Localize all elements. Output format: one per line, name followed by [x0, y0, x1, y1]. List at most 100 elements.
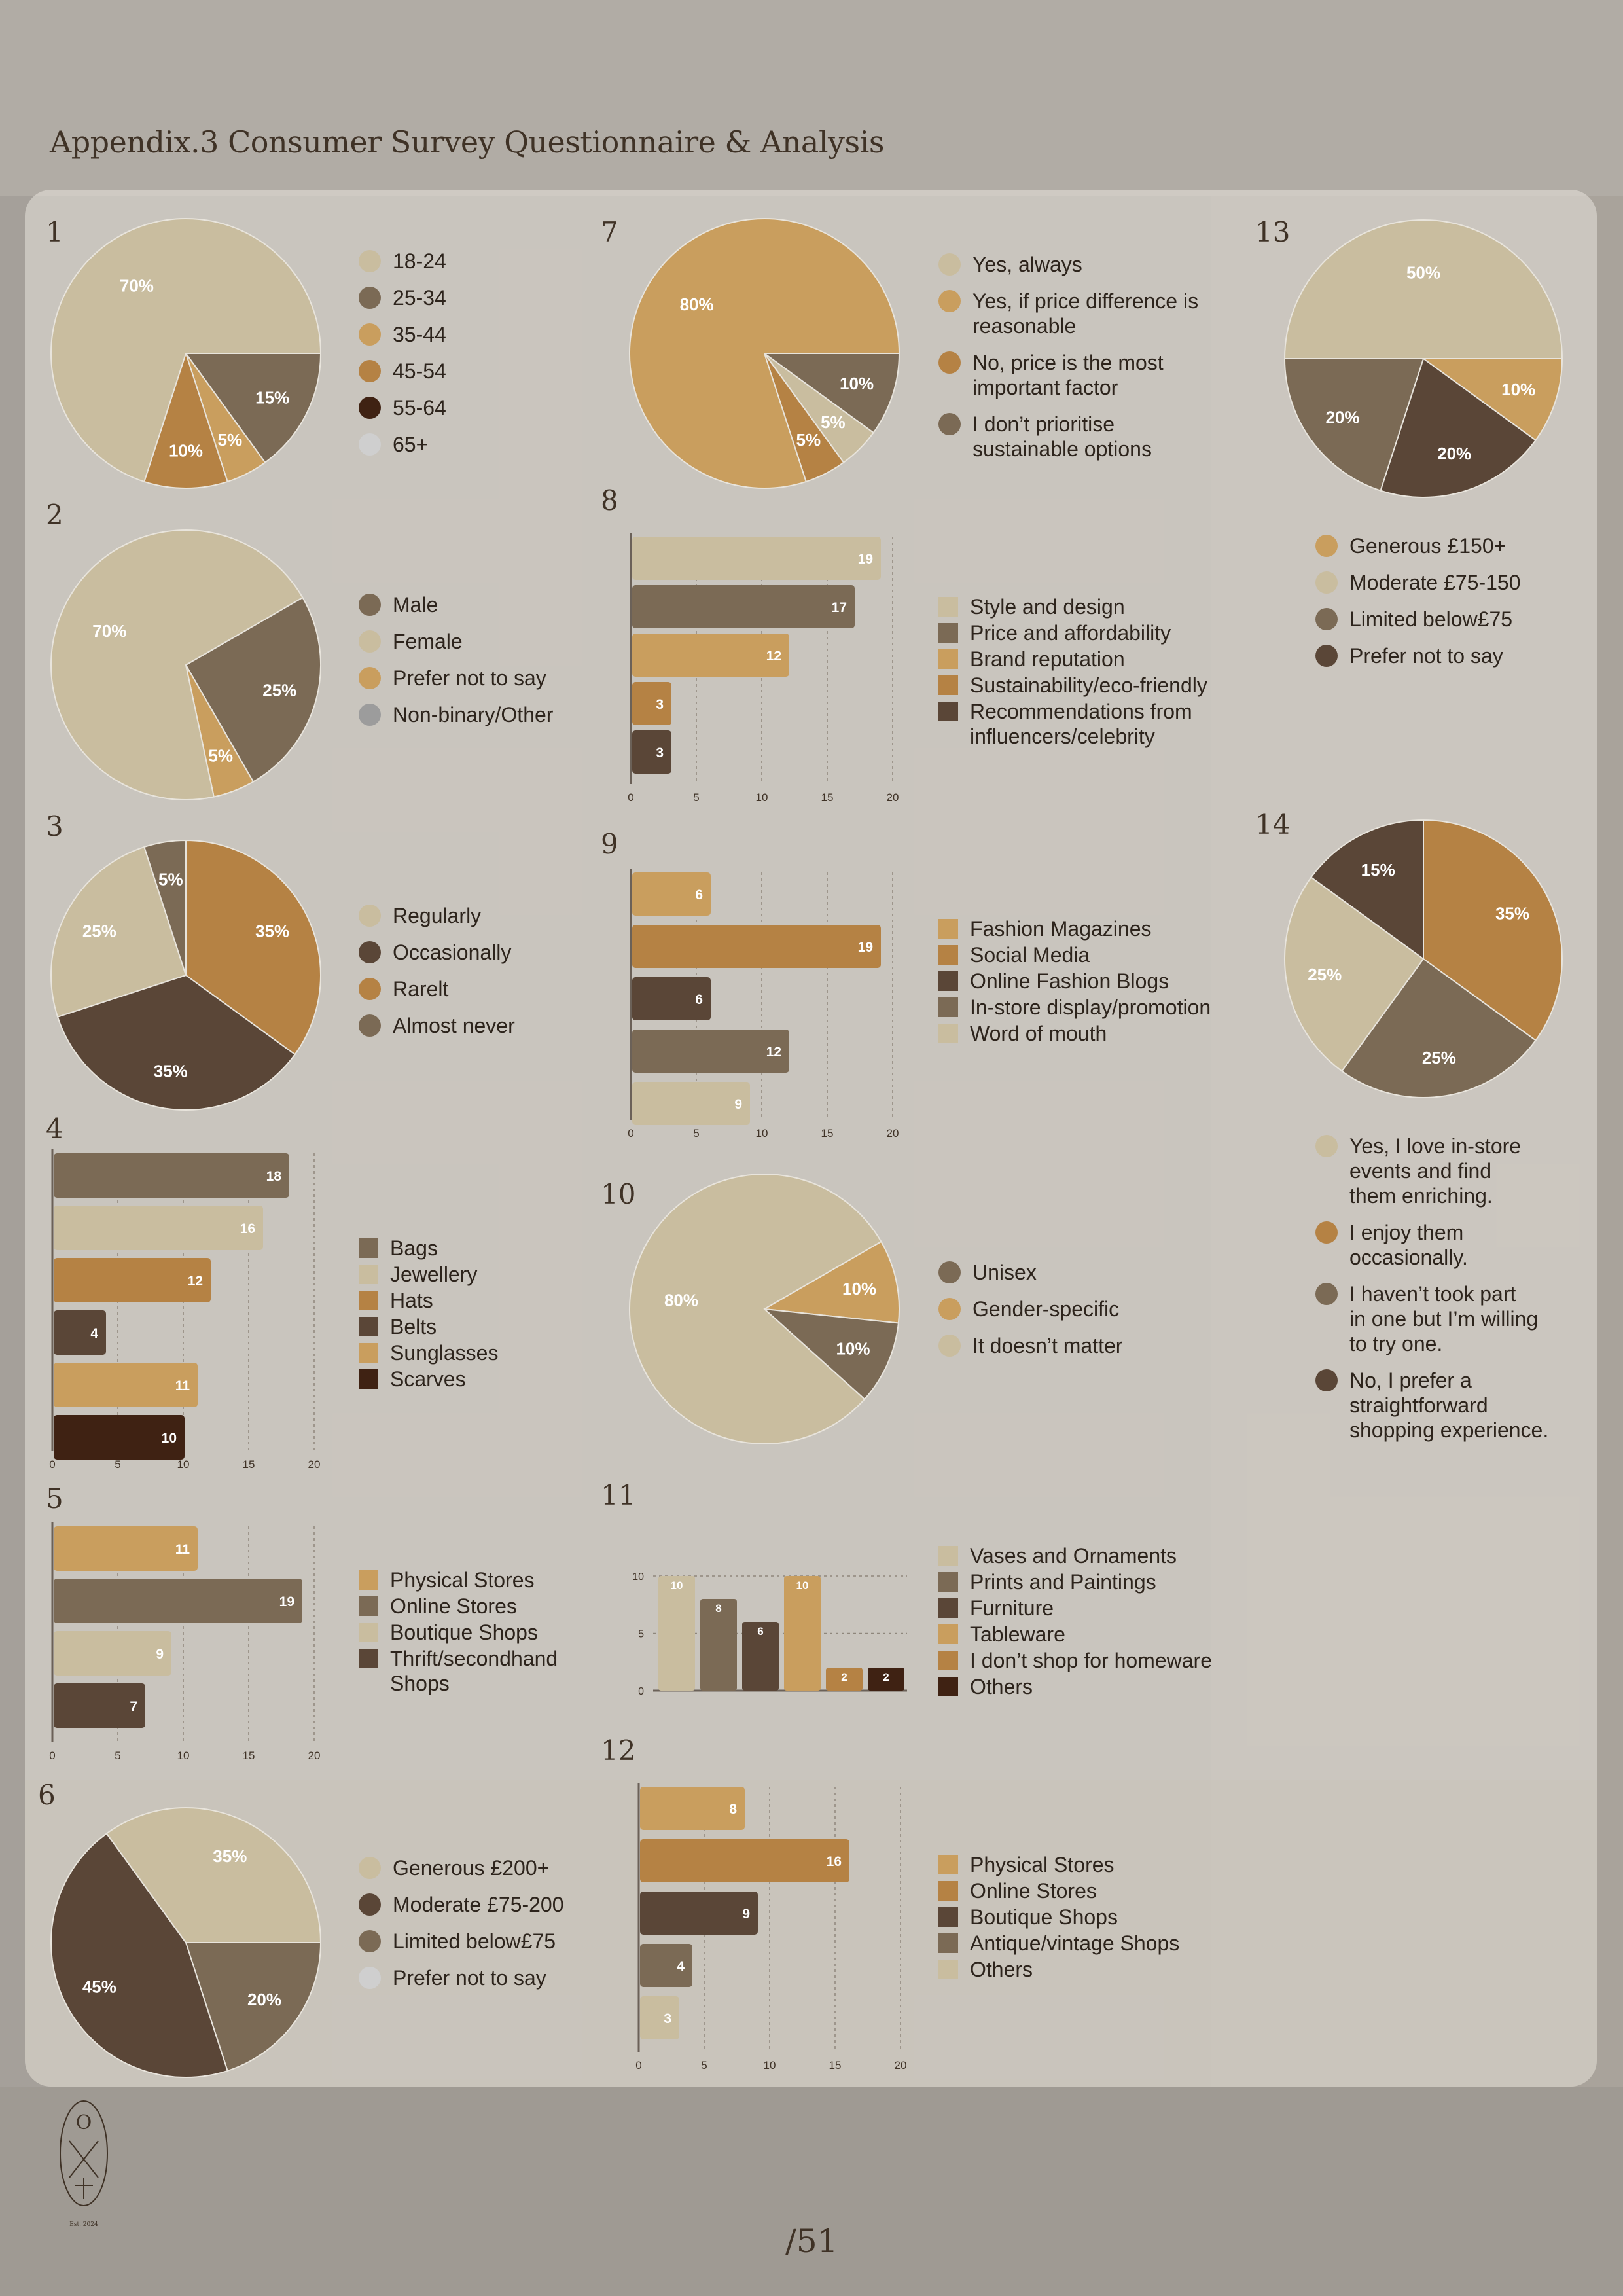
- legend-swatch: [359, 1649, 378, 1668]
- legend-item-65: 65+: [359, 432, 446, 457]
- legend-swatch: [938, 290, 961, 312]
- legend-item-scarves: Scarves: [359, 1367, 498, 1391]
- legend-item-social-media: Social Media: [938, 942, 1211, 967]
- legend-item-vases-and-ornaments: Vases and Ornaments: [938, 1543, 1212, 1568]
- legend-item-price-and-affordability: Price and affordability: [938, 620, 1207, 645]
- legend-item-i-haven-t-took-part-in-one-but-i-m-willing-to-try-one: I haven’t took part in one but I’m willi…: [1315, 1282, 1548, 1356]
- question-number-11: 11: [601, 1479, 636, 1511]
- legend-item-25-34: 25-34: [359, 285, 446, 310]
- legend-label: Word of mouth: [970, 1022, 1107, 1045]
- legend-label: Vases and Ornaments: [970, 1544, 1177, 1568]
- legend-item-online-stores: Online Stores: [359, 1594, 558, 1619]
- legend-label: 18-24: [393, 249, 446, 273]
- legend-swatch: [359, 433, 381, 456]
- legend-swatch: [938, 971, 958, 991]
- legend-item-moderate-75-150: Moderate £75-150: [1315, 570, 1521, 595]
- legend-swatch: [1315, 608, 1338, 630]
- legend-label: I enjoy them occasionally.: [1349, 1221, 1468, 1269]
- legend-7: Yes, always Yes, if price difference is r…: [938, 252, 1198, 473]
- legend-5: Physical Stores Online Stores Boutique Sho…: [359, 1568, 558, 1697]
- legend-swatch: [359, 1570, 378, 1590]
- legend-label: Regularly: [393, 904, 482, 927]
- legend-item-antique-vintage-shops: Antique/vintage Shops: [938, 1931, 1179, 1956]
- legend-label: Bags: [390, 1236, 438, 1260]
- legend-swatch: [1315, 571, 1338, 594]
- legend-swatch: [359, 1893, 381, 1916]
- background-panel-bottom: [0, 2087, 1623, 2296]
- legend-label: Rarelt: [393, 977, 449, 1001]
- legend-item-limited-below-75: Limited below£75: [359, 1929, 564, 1954]
- legend-label: Online Stores: [390, 1594, 517, 1618]
- background-panel-top: [0, 0, 1623, 196]
- legend-12: Physical Stores Online Stores Boutique Sho…: [938, 1852, 1179, 1983]
- legend-item-thrift-secondhand-shops: Thrift/secondhand Shops: [359, 1646, 558, 1696]
- question-number-4: 4: [46, 1113, 63, 1145]
- legend-label: It doesn’t matter: [972, 1334, 1123, 1357]
- legend-label: 45-54: [393, 359, 446, 383]
- legend-label: Non-binary/Other: [393, 703, 554, 726]
- legend-label: Prefer not to say: [1349, 644, 1503, 668]
- legend-item-furniture: Furniture: [938, 1596, 1212, 1621]
- legend-item-boutique-shops: Boutique Shops: [359, 1620, 558, 1645]
- legend-label: Sustainability/eco-friendly: [970, 673, 1207, 697]
- legend-swatch: [938, 1546, 958, 1566]
- legend-label: 65+: [393, 433, 429, 456]
- legend-10: Unisex Gender-specific It doesn’t matter: [938, 1260, 1122, 1370]
- legend-label: Social Media: [970, 943, 1090, 967]
- legend-item-word-of-mouth: Word of mouth: [938, 1021, 1211, 1046]
- legend-item-male: Male: [359, 592, 553, 617]
- legend-label: Physical Stores: [390, 1568, 535, 1592]
- question-number-10: 10: [601, 1178, 636, 1210]
- legend-item-generous-150: Generous £150+: [1315, 533, 1521, 558]
- legend-label: Unisex: [972, 1261, 1037, 1284]
- legend-swatch: [1315, 1221, 1338, 1244]
- legend-swatch: [938, 945, 958, 965]
- legend-swatch: [938, 1335, 961, 1357]
- legend-item-physical-stores: Physical Stores: [359, 1568, 558, 1592]
- legend-item-tableware: Tableware: [938, 1622, 1212, 1647]
- legend-label: Furniture: [970, 1596, 1054, 1620]
- legend-11: Vases and Ornaments Prints and Paintings F…: [938, 1543, 1212, 1700]
- legend-label: Yes, if price difference is reasonable: [972, 289, 1199, 338]
- legend-label: Belts: [390, 1315, 437, 1338]
- legend-label: Fashion Magazines: [970, 917, 1152, 941]
- legend-item-yes-always: Yes, always: [938, 252, 1198, 277]
- legend-label: No, price is the most important factor: [972, 351, 1164, 399]
- legend-label: Limited below£75: [393, 1929, 556, 1953]
- legend-item-rarelt: Rarelt: [359, 977, 515, 1001]
- legend-swatch: [938, 1855, 958, 1874]
- legend-label: Limited below£75: [1349, 607, 1513, 631]
- legend-swatch: [938, 1651, 958, 1670]
- question-number-3: 3: [46, 810, 63, 842]
- legend-swatch: [359, 630, 381, 653]
- legend-item-i-enjoy-them-occasionally: I enjoy them occasionally.: [1315, 1220, 1548, 1270]
- legend-swatch: [938, 413, 961, 435]
- legend-swatch: [938, 1960, 958, 1979]
- legend-swatch: [359, 1265, 378, 1284]
- legend-label: Others: [970, 1958, 1033, 1981]
- legend-swatch: [359, 978, 381, 1000]
- legend-item-moderate-75-200: Moderate £75-200: [359, 1892, 564, 1917]
- legend-item-brand-reputation: Brand reputation: [938, 647, 1207, 672]
- legend-swatch: [1315, 1283, 1338, 1305]
- legend-8: Style and design Price and affordability B…: [938, 594, 1207, 750]
- legend-item-online-stores: Online Stores: [938, 1878, 1179, 1903]
- legend-swatch: [938, 597, 958, 617]
- legend-label: Others: [970, 1675, 1033, 1698]
- legend-swatch: [359, 287, 381, 309]
- legend-label: I don’t shop for homeware: [970, 1649, 1212, 1672]
- legend-item-style-and-design: Style and design: [938, 594, 1207, 619]
- legend-item-generous-200: Generous £200+: [359, 1856, 564, 1880]
- legend-item-it-doesn-t-matter: It doesn’t matter: [938, 1333, 1122, 1358]
- legend-swatch: [938, 1677, 958, 1696]
- legend-label: 55-64: [393, 396, 446, 420]
- legend-label: No, I prefer a straightforward shopping …: [1349, 1369, 1549, 1442]
- legend-label: Scarves: [390, 1367, 466, 1391]
- logo-tagline: Est. 2024: [69, 2221, 98, 2228]
- legend-item-others: Others: [938, 1957, 1179, 1982]
- legend-swatch: [938, 623, 958, 643]
- legend-item-unisex: Unisex: [938, 1260, 1122, 1285]
- legend-label: Physical Stores: [970, 1853, 1115, 1876]
- legend-item-recommendations-from-influencers-celebrity: Recommendations from influencers/celebri…: [938, 699, 1207, 749]
- legend-label: Prefer not to say: [393, 666, 546, 690]
